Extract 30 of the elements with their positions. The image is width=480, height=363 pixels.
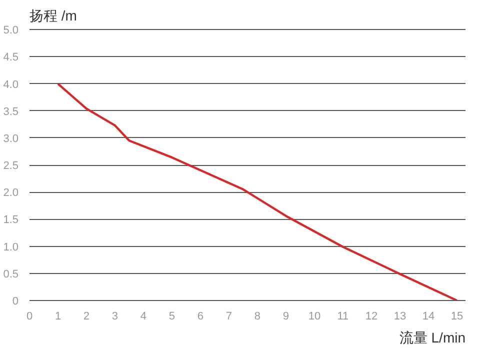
x-tick-label: 1 <box>54 310 62 322</box>
x-tick-label: 3 <box>112 310 118 322</box>
y-tick-label: 3.0 <box>3 132 19 145</box>
x-tick-label: 14 <box>422 310 435 322</box>
x-tick-label: 2 <box>83 310 90 322</box>
y-tick-label: 1.0 <box>3 241 19 254</box>
x-axis-title: 流量 L/min <box>399 330 466 346</box>
x-tick-label: 8 <box>254 310 261 322</box>
y-tick-label: 2.5 <box>3 160 19 172</box>
x-tick-label: 13 <box>394 310 406 322</box>
y-tick-label: 3.5 <box>3 106 19 118</box>
x-tick-label: 9 <box>282 310 290 322</box>
y-tick-label: 4.0 <box>3 78 19 91</box>
x-tick-label: 12 <box>365 310 378 322</box>
y-tick-label: 2.0 <box>3 187 19 200</box>
x-tick-label: 5 <box>168 310 176 322</box>
x-tick-label: 6 <box>197 310 204 322</box>
y-tick-label: 0.5 <box>3 268 19 280</box>
y-tick-label: 5.0 <box>3 24 19 37</box>
x-tick-label: 10 <box>308 310 321 322</box>
line-series <box>56 82 458 300</box>
x-tick-label: 0 <box>26 310 33 322</box>
x-tick-label: 4 <box>140 310 147 322</box>
y-tick-label: 1.5 <box>3 214 19 226</box>
y-tick-label: 4.5 <box>3 52 19 64</box>
y-axis-title: 扬程 /m <box>30 8 77 24</box>
x-tick-label: 15 <box>450 310 464 322</box>
x-tick-label: 11 <box>337 310 349 322</box>
x-tick-label: 7 <box>226 310 232 322</box>
y-tick-label: 0 <box>12 296 19 308</box>
